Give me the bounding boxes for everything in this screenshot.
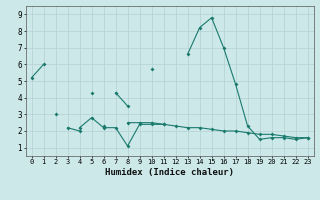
X-axis label: Humidex (Indice chaleur): Humidex (Indice chaleur) [105,168,234,177]
